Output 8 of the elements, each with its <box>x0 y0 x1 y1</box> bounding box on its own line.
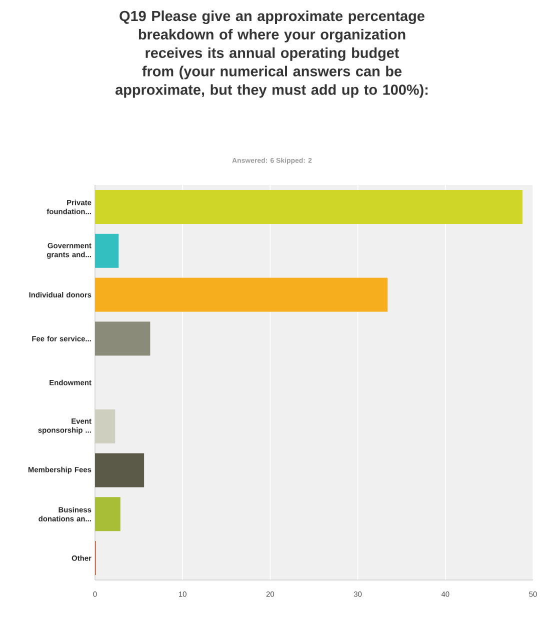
chart-title: Q19 Please give an approximate percentage breakdown of where your organization receives its annual operating budget from (your numerical answers can be approximate, but they must add up to 100%): <box>116 10 428 98</box>
bar <box>95 234 119 268</box>
bar <box>95 322 150 356</box>
bar <box>95 409 116 444</box>
bar <box>95 453 144 488</box>
bar <box>95 497 120 532</box>
bar <box>95 190 522 224</box>
bar <box>95 278 388 312</box>
